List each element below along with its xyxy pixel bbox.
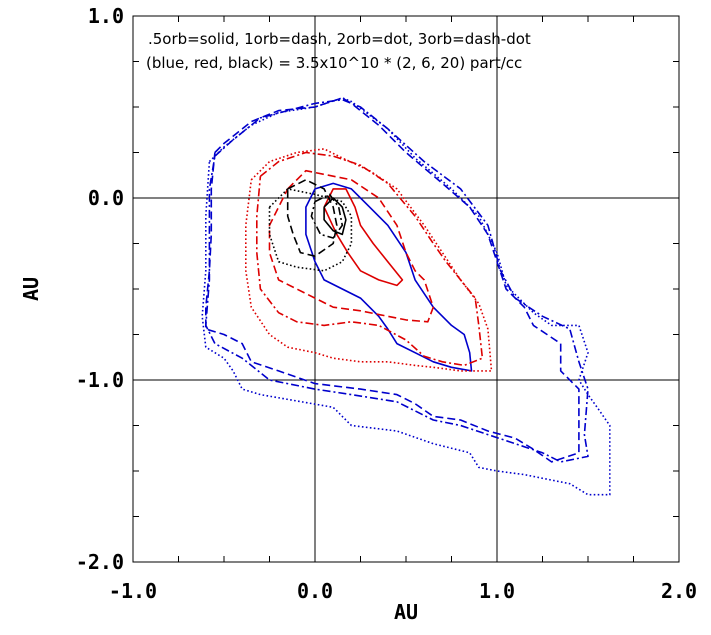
contour-blue-dot	[201, 97, 611, 496]
y-axis-label: AU	[19, 277, 43, 301]
y-tick-label: 0.0	[88, 186, 124, 210]
y-tick-labels: 1.0 0.0 -1.0 -2.0	[76, 4, 124, 574]
x-tick-label: 2.0	[661, 579, 697, 603]
annotation-line-2: (blue, red, black) = 3.5x10^10 * (2, 6, …	[146, 54, 522, 72]
plot-frame	[132, 15, 680, 563]
contour-blue-solid	[305, 182, 473, 372]
contour-red-solid	[323, 188, 404, 287]
contour-red-dot	[245, 148, 493, 372]
x-tick-label: -1.0	[109, 579, 157, 603]
x-tick-label: 1.0	[479, 579, 515, 603]
contour-blue-dash	[205, 97, 580, 463]
contour-black-solid	[323, 197, 347, 236]
x-axis-label: AU	[394, 600, 418, 624]
axis-ticks	[132, 15, 680, 563]
grid-lines	[133, 16, 679, 562]
x-tick-label: 0.0	[297, 579, 333, 603]
contour-red-dash	[268, 169, 435, 323]
contour-red-dash-dot	[256, 151, 484, 367]
x-tick-labels: -1.0 0.0 1.0 2.0	[109, 579, 697, 603]
contour-black-dot	[268, 188, 353, 272]
contour-black-dash-dot	[310, 193, 344, 239]
contour-blue-dash-dot	[205, 98, 589, 463]
y-tick-label: -1.0	[76, 368, 124, 392]
contour-black-dash	[286, 179, 338, 257]
y-tick-label: -2.0	[76, 550, 124, 574]
y-tick-label: 1.0	[88, 4, 124, 28]
contour-series	[201, 97, 611, 496]
annotation-line-1: .5orb=solid, 1orb=dash, 2orb=dot, 3orb=d…	[148, 30, 531, 48]
